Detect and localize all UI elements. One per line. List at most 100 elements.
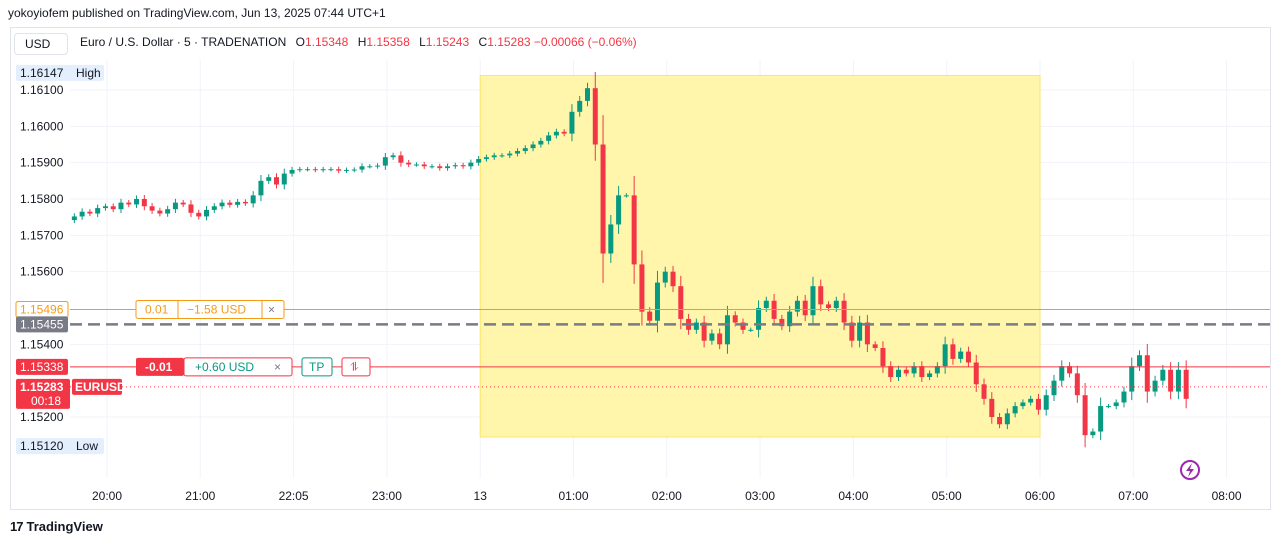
candle-body xyxy=(577,100,583,112)
tp-order-pl: −1.58 USD xyxy=(187,302,246,316)
low-tag-value: 1.15120 xyxy=(20,439,64,453)
candle-body xyxy=(242,201,248,204)
candle-body xyxy=(1105,406,1111,408)
last-price-tag xyxy=(16,378,70,409)
candle-body xyxy=(662,271,668,283)
candle-body xyxy=(227,202,233,205)
symbol-name[interactable]: Euro / U.S. Dollar · 5 · TRADENATION xyxy=(80,35,287,49)
close-value: 1.15283 xyxy=(487,35,531,49)
candle-body xyxy=(390,155,396,158)
candle-body xyxy=(810,286,816,316)
candle-body xyxy=(126,202,132,205)
candle-body xyxy=(289,169,295,174)
candle-body xyxy=(1067,366,1073,374)
position-price-tag xyxy=(16,358,68,375)
lightning-icon xyxy=(1180,460,1200,480)
candle-body xyxy=(1129,366,1135,392)
candle-body xyxy=(437,166,443,169)
candle-body xyxy=(670,271,676,287)
tp-order-qty: 0.01 xyxy=(145,302,169,316)
candle-body xyxy=(709,333,715,341)
candle-body xyxy=(639,264,645,312)
y-tick-label: 1.16100 xyxy=(20,83,64,97)
candle-body xyxy=(732,315,738,323)
candle-body xyxy=(1012,406,1018,414)
candle-body xyxy=(1004,413,1010,425)
x-tick-label: 07:00 xyxy=(1118,489,1148,503)
candle-body xyxy=(950,344,956,359)
currency-button[interactable]: USD xyxy=(14,33,68,55)
tp-button: TP xyxy=(309,360,324,374)
candle-body xyxy=(608,224,614,254)
candle-body xyxy=(1098,406,1104,432)
candle-body xyxy=(740,322,746,330)
candle-body xyxy=(71,216,77,221)
candle-body xyxy=(592,88,598,145)
x-tick-label: 23:00 xyxy=(372,489,402,503)
high-tag-bg xyxy=(16,64,104,81)
candle-body xyxy=(460,165,466,167)
candle-body xyxy=(1168,369,1174,392)
candle-body xyxy=(180,202,186,205)
y-tick-label: 1.15600 xyxy=(20,265,64,279)
candle-body xyxy=(250,195,256,204)
candle-body xyxy=(1035,398,1041,410)
tp-price-tag-label: 1.15496 xyxy=(20,302,64,316)
candle-body xyxy=(196,212,202,217)
candle-body xyxy=(826,304,832,308)
candle-body xyxy=(841,300,847,323)
candle-body xyxy=(701,322,707,341)
candle-body xyxy=(794,300,800,312)
candle-body xyxy=(849,322,855,341)
candle-body xyxy=(1160,369,1166,381)
candle-body xyxy=(748,329,754,331)
candle-body xyxy=(476,159,482,163)
candle-body xyxy=(997,417,1003,425)
candle-body xyxy=(553,131,559,136)
candle-body xyxy=(421,164,427,167)
change-value: −0.00066 (−0.06%) xyxy=(533,35,637,49)
candle-body xyxy=(157,210,163,214)
symbol-bar: Euro / U.S. Dollar · 5 · TRADENATION O1.… xyxy=(80,35,637,49)
open-value: 1.15348 xyxy=(304,35,349,49)
candle-body xyxy=(1137,355,1143,367)
candle-body xyxy=(958,351,964,359)
low-value: 1.15243 xyxy=(425,35,470,49)
y-tick-label: 1.15900 xyxy=(20,156,64,170)
high-tag-value: 1.16147 xyxy=(20,66,64,80)
position-pl: +0.60 USD xyxy=(195,360,254,374)
x-tick-label: 06:00 xyxy=(1025,489,1055,503)
candle-body xyxy=(569,111,575,134)
candle-body xyxy=(973,362,979,385)
candle-body xyxy=(1074,373,1080,396)
entry-price-tag-label: 1.15455 xyxy=(20,317,64,331)
candle-body xyxy=(911,366,917,374)
position-qty: -0.01 xyxy=(145,360,173,374)
candle-body xyxy=(312,169,318,171)
candle-body xyxy=(149,206,155,211)
candle-body xyxy=(934,366,940,374)
candle-body xyxy=(802,300,808,316)
candle-body xyxy=(343,169,349,171)
close-label: C xyxy=(478,35,488,49)
candle-body xyxy=(1113,402,1119,407)
y-tick-label: 1.15800 xyxy=(20,192,64,206)
footer-brand[interactable]: ⁠17 TradingView xyxy=(10,519,103,534)
low-label: L xyxy=(419,35,426,49)
candle-body xyxy=(1028,398,1034,403)
low-tag-bg xyxy=(16,438,104,455)
y-tick-label: 1.15200 xyxy=(20,410,64,424)
candle-body xyxy=(281,173,287,185)
candle-body xyxy=(787,311,793,327)
candle-body xyxy=(1020,402,1026,407)
reverse-button-box xyxy=(341,357,371,377)
candle-body xyxy=(989,398,995,417)
candle-body xyxy=(833,300,839,308)
candle-body xyxy=(413,164,419,166)
candle-body xyxy=(678,286,684,319)
candle-body xyxy=(483,157,489,160)
candle-body xyxy=(79,211,85,217)
y-tick-label: 1.15700 xyxy=(20,228,64,242)
x-tick-label: 20:00 xyxy=(92,489,122,503)
